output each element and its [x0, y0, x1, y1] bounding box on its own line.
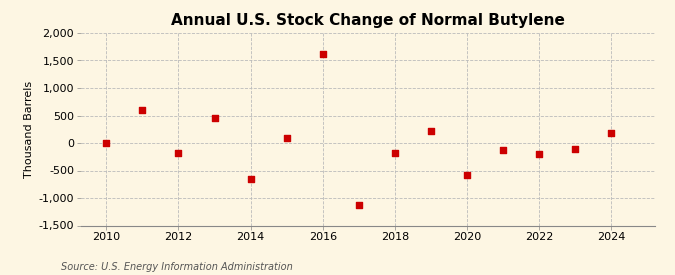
- Point: [570, 146, 580, 151]
- Point: [354, 203, 364, 207]
- Point: [209, 116, 220, 120]
- Y-axis label: Thousand Barrels: Thousand Barrels: [24, 81, 34, 178]
- Point: [497, 148, 508, 152]
- Point: [173, 150, 184, 155]
- Point: [389, 150, 400, 155]
- Point: [534, 152, 545, 156]
- Point: [245, 177, 256, 181]
- Title: Annual U.S. Stock Change of Normal Butylene: Annual U.S. Stock Change of Normal Butyl…: [171, 13, 565, 28]
- Point: [101, 141, 111, 145]
- Point: [426, 128, 437, 133]
- Text: Source: U.S. Energy Information Administration: Source: U.S. Energy Information Administ…: [61, 262, 292, 272]
- Point: [317, 51, 328, 56]
- Point: [281, 135, 292, 140]
- Point: [137, 108, 148, 112]
- Point: [462, 172, 472, 177]
- Point: [606, 131, 617, 136]
